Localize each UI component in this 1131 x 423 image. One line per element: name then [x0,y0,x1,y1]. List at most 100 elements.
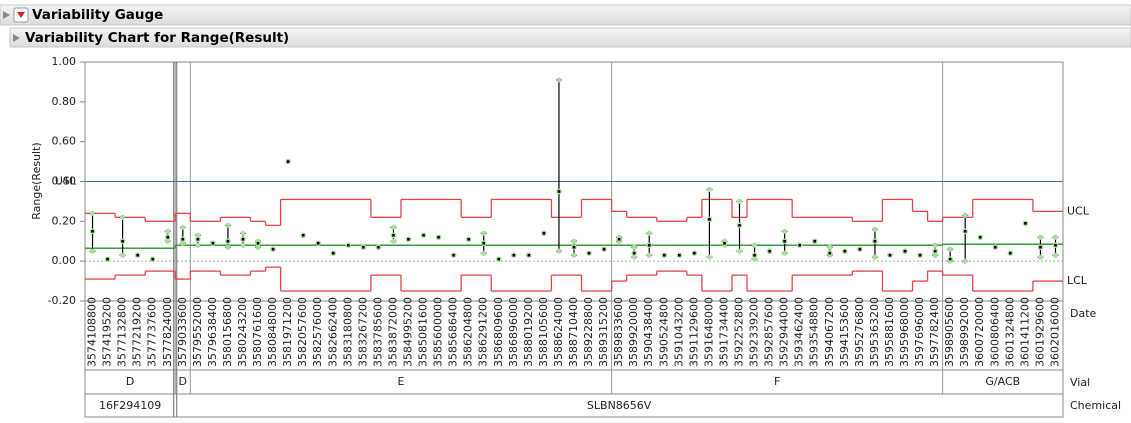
mean-marker [362,245,365,249]
y-tick-label: 0.00 [52,254,77,267]
range-point [962,212,968,218]
mean-marker [828,251,832,255]
ucl-label: UCL [1067,204,1090,217]
range-point [89,210,96,216]
mean-marker [497,257,501,261]
mean-marker [151,257,155,261]
mean-marker [843,249,847,253]
date-label: 3577132800 [116,297,129,367]
frame [84,61,1064,418]
mean-marker [196,237,200,241]
disclosure-icon[interactable] [3,11,10,19]
disclosure-icon[interactable] [13,34,20,42]
date-label: 3585081600 [417,297,430,367]
mean-marker [572,245,576,249]
mean-marker [377,245,380,249]
report-title: Variability Gauge [32,7,163,23]
x-axis-label: Vial [1070,376,1090,389]
date-label: 3586809600 [492,297,505,367]
mean-marker [662,253,666,257]
date-label: 3579638400 [206,297,219,367]
date-label: 3580156800 [221,297,234,367]
date-label: 3579552000 [191,297,204,367]
date-label: 3588019200 [522,297,535,367]
date-label: 3583180800 [341,297,354,367]
chemical-label: SLBN8656V [587,399,652,412]
range-point [390,224,397,230]
date-label: 3583872000 [386,297,399,367]
y-tick-label: -0.20 [48,294,76,307]
date-label: 3595363200 [868,297,881,367]
date-label: 3588710400 [567,297,580,367]
range-point [706,254,713,260]
header-bar [0,4,1131,26]
date-label: 3595881600 [883,297,896,367]
date-label: 3601929600 [1033,297,1046,367]
mean-marker [301,233,305,237]
mean-marker [813,239,817,243]
mean-marker [708,218,711,221]
range-point [631,254,637,260]
range-point [932,242,938,248]
date-label: 3592252800 [733,297,746,367]
chemical-label: 16F294109 [99,399,161,412]
mean-marker [557,190,561,193]
mean-marker [933,249,937,253]
date-label: 3600806400 [988,297,1001,367]
range-point [571,238,577,244]
date-label: 3592944000 [778,297,791,367]
mean-marker [286,160,290,163]
range-point [556,77,562,83]
mean-marker [693,251,696,255]
mean-marker [768,249,771,253]
range-point [481,250,487,256]
range-point [240,230,246,236]
date-label: 3589833600 [612,297,625,367]
date-label: 3588105600 [537,297,550,367]
date-label: 3597782400 [928,297,941,367]
mean-marker [798,243,801,247]
mean-marker [226,239,230,243]
mean-marker [963,229,967,233]
date-label: 3574195200 [101,297,114,367]
range-point [120,252,126,258]
mean-marker [903,249,907,253]
mean-marker [256,241,260,245]
range-point [240,242,246,248]
date-label: 3592857600 [763,297,776,367]
range-point [225,222,231,228]
x-axis-label: Chemical [1070,399,1121,412]
mean-marker [948,257,952,261]
range-point [947,246,953,252]
mean-marker [602,247,606,251]
range-point [827,244,833,250]
mean-marker [91,229,94,233]
date-label: 3586291200 [477,297,490,367]
mean-marker [647,243,651,247]
date-label: 3602016000 [1048,297,1061,367]
date-label: 3586896000 [507,297,520,367]
date-label: 3594067200 [823,297,836,367]
date-label: 3585600000 [432,297,445,367]
date-label: 3582057600 [296,297,309,367]
date-label: 3586204800 [462,297,475,367]
date-label: 3589920000 [627,297,640,367]
date-label: 3593462400 [793,297,806,367]
menu-icon [17,12,25,18]
date-label: 3594153600 [838,297,851,367]
mean-marker [1054,243,1057,247]
lcl-label: LCL [1067,274,1088,287]
range-point [631,244,637,250]
mean-marker [106,257,109,261]
date-label: 3593548800 [808,297,821,367]
date-label: 3591043200 [672,297,685,367]
range-point [706,186,713,193]
date-label: 3595968000 [898,297,911,367]
mean-marker [738,224,741,227]
range-point [1037,254,1044,260]
date-label: 3577219200 [131,297,144,367]
x-axis-label: Date [1070,307,1097,320]
date-label: 3601324800 [1003,297,1016,367]
mean-marker [753,253,756,257]
